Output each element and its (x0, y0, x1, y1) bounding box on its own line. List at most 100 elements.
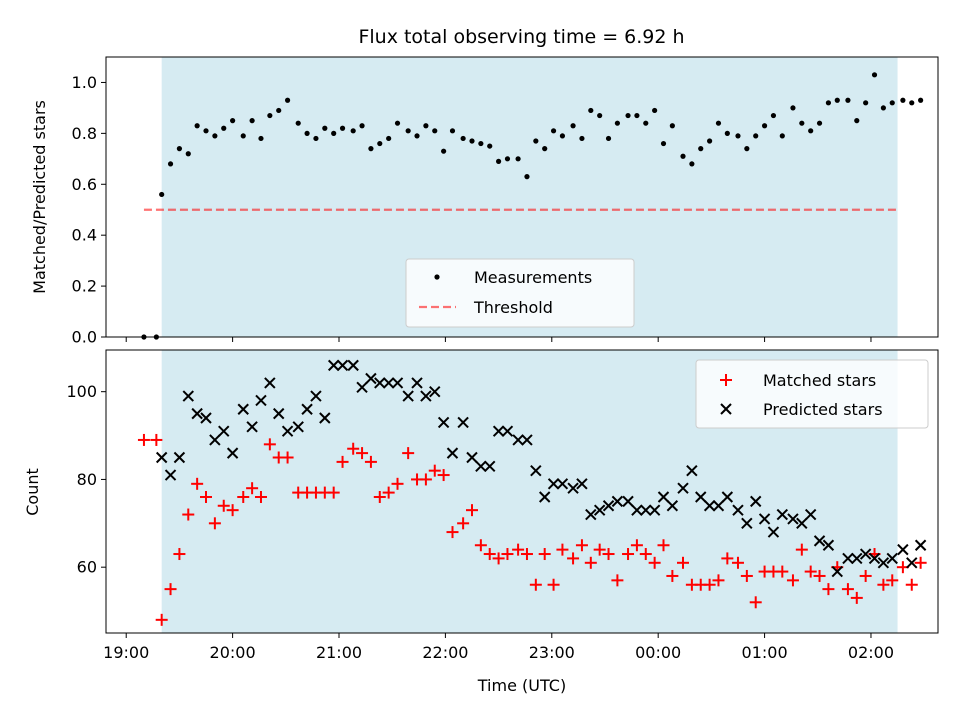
top-legend-box (405, 258, 635, 328)
predicted-point-74 (831, 565, 843, 578)
measurement-point-48 (579, 135, 585, 142)
matched-point-23 (347, 442, 360, 455)
predicted-point-28 (411, 377, 423, 389)
measurement-point-49 (588, 107, 594, 114)
measurement-point-55 (643, 120, 649, 126)
predicted-point-72 (813, 535, 826, 547)
x-tick-label-7: 02:00 (848, 643, 894, 662)
x-tick-label-0: 19:00 (103, 643, 149, 662)
legend-predicted-marker (720, 403, 732, 415)
measurement-point-59 (680, 153, 686, 159)
measurement-point-22 (339, 125, 346, 131)
bottom-x-ticks: 19:00 20:00 21:00 22:00 23:00 00:00 01:00 02:00 (103, 633, 894, 662)
matched-stars-points (137, 433, 927, 626)
predicted-point-36 (484, 460, 496, 472)
matched-point-77 (841, 583, 854, 596)
measurement-point-43 (533, 138, 539, 144)
measurement-point-11 (240, 133, 246, 139)
matched-point-59 (677, 556, 690, 569)
predicted-point-0 (155, 451, 168, 464)
matched-point-3 (164, 583, 177, 596)
predicted-point-60 (703, 500, 716, 512)
matched-point-33 (437, 469, 450, 482)
measurement-point-51 (605, 135, 612, 142)
measurement-point-36 (469, 138, 475, 144)
matched-point-47 (567, 552, 580, 565)
predicted-point-68 (776, 508, 789, 521)
measurement-point-33 (441, 148, 447, 154)
matched-point-31 (419, 473, 432, 486)
predicted-point-59 (695, 491, 707, 503)
measurement-point-35 (460, 135, 466, 142)
matched-point-26 (373, 490, 386, 503)
predicted-point-6 (209, 434, 221, 446)
predicted-point-1 (164, 469, 177, 481)
predicted-point-52 (631, 504, 643, 516)
matched-point-78 (850, 591, 863, 604)
matched-point-34 (446, 526, 459, 539)
matched-point-66 (740, 569, 753, 582)
predicted-point-82 (906, 557, 918, 569)
bottom-y-ticks: 60 80 100 (66, 382, 106, 577)
predicted-point-33 (457, 416, 469, 429)
measurement-point-14 (267, 112, 273, 119)
measurement-point-23 (350, 128, 356, 134)
matched-point-52 (611, 574, 624, 587)
measurement-point-16 (284, 97, 291, 103)
measurement-point-76 (834, 97, 840, 103)
measurement-point-39 (495, 158, 502, 164)
top-y-tick-label-4: 0.8 (72, 124, 97, 143)
measurement-point-46 (559, 133, 566, 139)
top-y-tick-label-5: 1.0 (72, 73, 97, 92)
predicted-point-12 (264, 377, 276, 389)
measurement-point-20 (322, 125, 328, 131)
measurement-point-42 (524, 174, 530, 180)
matched-point-39 (492, 552, 505, 565)
measurement-point-57 (660, 140, 667, 147)
x-tick-label-5: 00:00 (635, 643, 681, 662)
measurement-point-66 (744, 146, 750, 152)
x-tick-label-2: 21:00 (316, 643, 362, 662)
matched-point-38 (483, 548, 496, 561)
predicted-point-18 (319, 412, 331, 424)
predicted-point-32 (446, 447, 459, 459)
predicted-point-30 (429, 385, 441, 398)
matched-point-4 (173, 548, 186, 561)
predicted-point-49 (602, 500, 615, 512)
matched-point-51 (602, 548, 615, 561)
measurement-point-9 (221, 125, 227, 131)
matched-point-85 (914, 556, 927, 569)
matched-point-1 (150, 433, 163, 446)
predicted-point-19 (327, 359, 340, 372)
measurement-point-73 (808, 128, 814, 134)
predicted-point-41 (530, 464, 542, 477)
measurement-point-47 (570, 123, 576, 129)
bottom-legend-box (695, 359, 929, 429)
predicted-point-80 (886, 552, 898, 565)
measurement-point-85 (918, 97, 924, 103)
matched-point-82 (886, 574, 899, 587)
matched-point-9 (217, 499, 230, 512)
top-y-tick-label-3: 0.6 (72, 175, 97, 194)
x-tick-label-1: 20:00 (210, 643, 256, 662)
x-tick-label-4: 23:00 (529, 643, 575, 662)
predicted-point-9 (237, 403, 249, 415)
predicted-point-14 (281, 425, 294, 437)
top-y-tick-label-2: 0.4 (72, 226, 97, 245)
top-y-tick-label-0: 0.0 (72, 328, 97, 347)
measurement-points (141, 72, 924, 340)
measurement-point-54 (634, 112, 640, 119)
measurement-point-81 (880, 105, 886, 111)
predicted-point-81 (897, 543, 909, 556)
predicted-point-34 (466, 451, 478, 464)
matched-point-12 (246, 482, 259, 495)
matched-point-32 (428, 464, 441, 477)
legend-matched-marker (720, 374, 732, 386)
matched-point-49 (584, 556, 597, 569)
measurement-point-37 (478, 140, 484, 147)
top-x-ticks (125, 337, 872, 342)
predicted-point-69 (787, 513, 799, 525)
matched-point-50 (593, 543, 606, 556)
predicted-point-24 (374, 377, 386, 389)
measurement-point-50 (597, 112, 603, 119)
